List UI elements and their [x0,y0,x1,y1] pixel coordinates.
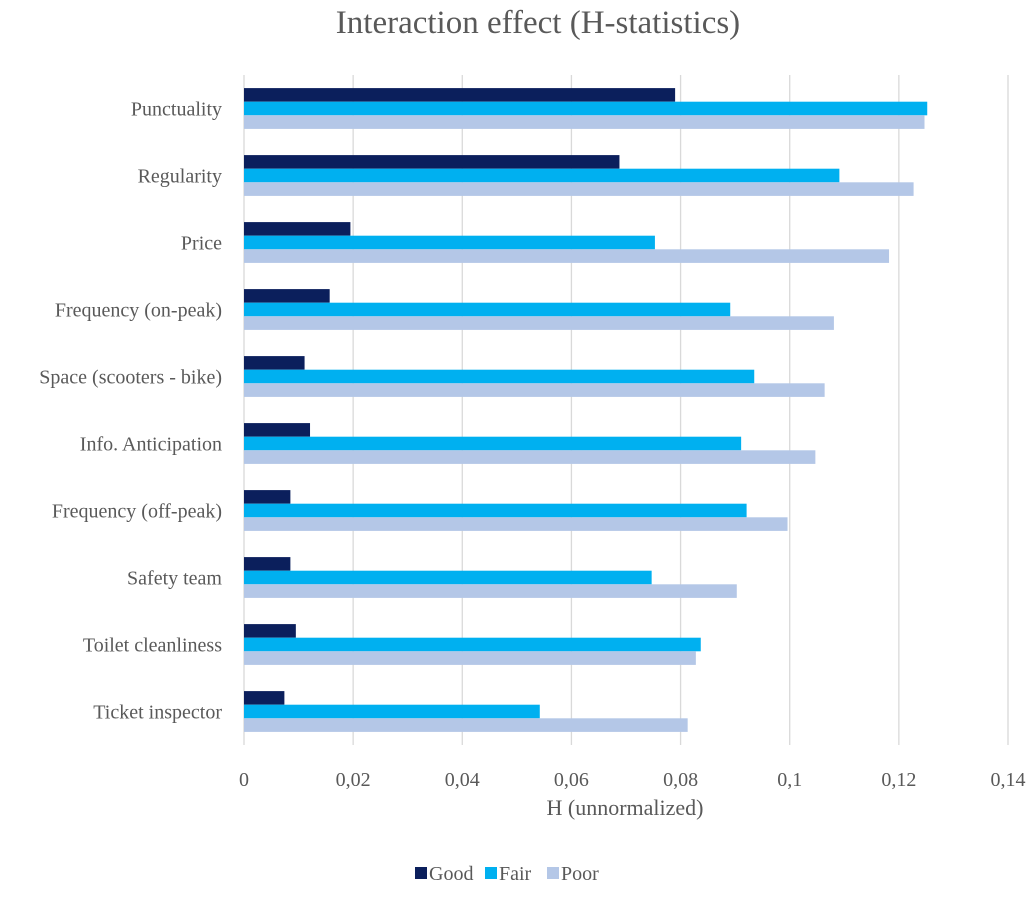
bars-layer [244,88,928,732]
x-tick-label: 0,14 [991,769,1026,791]
category-label: Punctuality [131,99,222,121]
x-tick-label: 0,06 [554,769,589,791]
x-axis-label: H (unnormalized) [547,795,704,820]
bar-poor [244,182,914,196]
bar-poor [244,249,890,263]
bar-poor [244,383,825,397]
legend-swatch-fair [485,867,497,879]
x-tick-label: 0,1 [777,769,802,791]
bar-poor [244,584,737,598]
category-label: Price [181,233,222,255]
bar-good [244,557,291,571]
legend-swatch-good [415,867,427,879]
bar-fair [244,369,755,384]
category-label: Info. Anticipation [80,434,222,456]
bar-poor [244,450,816,464]
x-tick-label: 0,08 [663,769,698,791]
bar-good [244,624,296,638]
category-label: Regularity [138,166,222,188]
bar-good [244,490,291,504]
bar-poor [244,115,925,129]
bar-poor [244,651,696,665]
bar-good [244,289,330,303]
bar-good [244,155,620,169]
x-tick-label: 0,02 [336,769,371,791]
category-label: Frequency (on-peak) [55,300,222,322]
bar-good [244,88,676,102]
bar-poor [244,718,688,732]
category-label: Ticket inspector [93,702,222,724]
category-label: Toilet cleanliness [83,635,222,657]
category-labels: Punctuality Regularity Price Frequency (on-… [39,99,222,724]
bar-good [244,691,285,705]
legend-label-poor: Poor [561,863,599,885]
bar-fair [244,168,840,183]
bar-poor [244,316,834,330]
bar-good [244,356,305,370]
bar-fair [244,704,540,719]
x-tick-label: 0,12 [881,769,916,791]
bar-fair [244,637,701,652]
legend-swatch-poor [547,867,559,879]
chart-title: Interaction effect (H-statistics) [336,5,740,41]
x-tick-label: 0 [239,769,249,791]
category-label: Frequency (off-peak) [52,501,222,523]
bar-fair [244,235,655,250]
bar-poor [244,517,788,531]
x-tick-label: 0,04 [445,769,480,791]
bar-good [244,423,311,437]
category-label: Space (scooters - bike) [39,367,222,389]
legend-label-good: Good [429,863,473,885]
legend: Good Fair Poor [415,863,599,885]
bar-fair [244,101,928,116]
x-tick-labels: 0 0,02 0,04 0,06 0,08 0,1 0,12 0,14 [239,769,1026,791]
bar-fair [244,503,747,518]
bar-fair [244,302,731,317]
bar-fair [244,570,652,585]
bar-fair [244,436,742,451]
legend-label-fair: Fair [499,863,532,885]
bar-good [244,222,351,236]
category-label: Safety team [127,568,222,590]
